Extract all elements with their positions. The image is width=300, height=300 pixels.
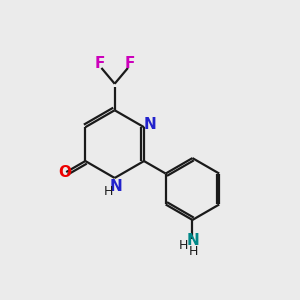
Text: F: F [95,56,105,71]
Text: H: H [178,239,188,252]
Text: N: N [187,233,200,248]
Text: H: H [103,185,113,198]
Text: N: N [110,179,122,194]
Text: O: O [58,165,71,180]
Text: N: N [144,117,157,132]
Text: H: H [189,245,198,258]
Text: F: F [124,56,135,71]
